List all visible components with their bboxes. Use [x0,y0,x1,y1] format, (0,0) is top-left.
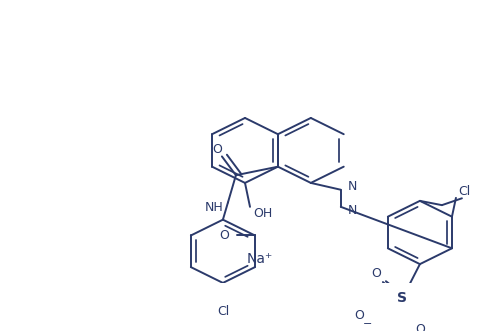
Text: OH: OH [253,207,272,220]
Text: O: O [371,267,381,280]
Text: Cl: Cl [217,305,229,318]
Text: O: O [212,143,222,156]
Text: O: O [415,323,425,331]
Text: N: N [348,204,357,217]
Text: S: S [397,291,407,305]
Text: N: N [348,180,357,193]
Text: Cl: Cl [458,185,470,198]
Text: Na⁺: Na⁺ [247,252,273,266]
Text: O: O [354,309,364,322]
Text: −: − [363,319,373,329]
Text: NH: NH [205,201,224,214]
Text: O: O [219,229,229,242]
